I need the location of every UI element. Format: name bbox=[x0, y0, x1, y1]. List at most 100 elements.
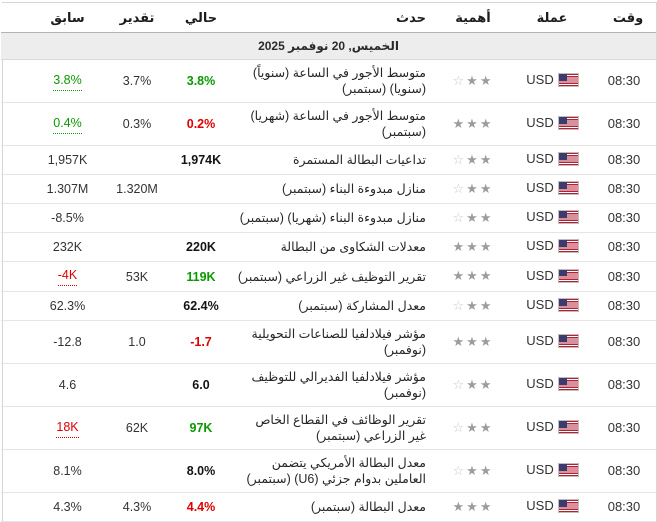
calendar-event-row[interactable]: 08:30 USD ★★★ معدلات الشكاوى من البطالة … bbox=[1, 232, 656, 262]
forecast-value-text: 53K bbox=[125, 269, 149, 284]
importance-stars: ★★☆ bbox=[452, 181, 494, 197]
star-empty-icon: ☆ bbox=[452, 181, 467, 197]
event-link[interactable]: متوسط الأجور في الساعة (سنوياً) (سنويا) … bbox=[252, 66, 426, 96]
calendar-event-row[interactable]: 08:30 USD ★★★ مؤشر فيلادلفيا للصناعات ال… bbox=[1, 320, 656, 364]
event-link[interactable]: معدل البطالة (سبتمبر) bbox=[310, 500, 426, 514]
currency-label: USD bbox=[526, 180, 554, 195]
star-filled-icon: ★ bbox=[479, 73, 494, 89]
forecast-value-text: 4.3% bbox=[122, 500, 152, 514]
star-filled-icon: ★ bbox=[466, 420, 480, 436]
previous-value: 4.3% bbox=[31, 492, 104, 522]
event-time: 08:30 bbox=[592, 232, 656, 262]
importance-cell: ★★☆ bbox=[434, 363, 512, 407]
us-flag-icon bbox=[557, 210, 579, 224]
star-filled-icon: ★ bbox=[466, 269, 480, 284]
previous-value-text: -4K bbox=[57, 267, 78, 286]
event-time: 08:30 bbox=[592, 102, 656, 146]
forecast-value: 1.0 bbox=[104, 320, 170, 364]
star-filled-icon: ★ bbox=[479, 239, 494, 255]
star-filled-icon: ★ bbox=[479, 181, 494, 197]
calendar-event-row[interactable]: 08:30 USD ★★☆ تداعيات البطالة المستمرة 1… bbox=[1, 145, 656, 175]
importance-stars: ★★☆ bbox=[453, 420, 494, 436]
event-link[interactable]: تقرير التوظيف غير الزراعي (سبتمبر) bbox=[237, 269, 426, 284]
us-flag-icon bbox=[557, 239, 579, 253]
forecast-value: 3.7% bbox=[104, 59, 170, 103]
forecast-value-text: 1.320M bbox=[116, 182, 158, 196]
previous-value: 8.1% bbox=[31, 449, 104, 493]
star-filled-icon: ★ bbox=[466, 298, 480, 314]
event-link[interactable]: معدل البطالة الأمريكي يتضمن العاملين بدو… bbox=[246, 456, 427, 486]
star-filled-icon: ★ bbox=[479, 499, 494, 515]
event-time: 08:30 bbox=[592, 59, 656, 103]
importance-stars: ★★★ bbox=[452, 499, 494, 515]
event-link[interactable]: مؤشر فيلادلفيا للصناعات التحويلية (نوفمب… bbox=[251, 327, 427, 357]
actual-value: 119K bbox=[170, 261, 232, 292]
event-cell: متوسط الأجور في الساعة (شهريا) (سبتمبر) bbox=[232, 102, 434, 146]
currency-label: USD bbox=[526, 498, 554, 513]
event-cell: متوسط الأجور في الساعة (سنوياً) (سنويا) … bbox=[232, 59, 434, 103]
event-link[interactable]: متوسط الأجور في الساعة (شهريا) (سبتمبر) bbox=[250, 109, 426, 139]
col-header-time: وقت bbox=[592, 3, 656, 33]
event-link[interactable]: مؤشر فيلادلفيا الفديرالي للتوظيف (نوفمبر… bbox=[251, 370, 426, 400]
star-filled-icon: ★ bbox=[479, 420, 494, 436]
previous-value-text: 0.4% bbox=[53, 115, 82, 134]
currency-cell: USD bbox=[512, 320, 592, 364]
calendar-event-row[interactable]: 08:30 USD ★★★ تقرير التوظيف غير الزراعي … bbox=[1, 261, 656, 292]
actual-value bbox=[170, 203, 232, 233]
star-filled-icon: ★ bbox=[452, 334, 467, 350]
star-filled-icon: ★ bbox=[479, 210, 494, 226]
event-time: 08:30 bbox=[592, 261, 656, 292]
spare-cell bbox=[1, 363, 31, 407]
us-flag-icon bbox=[557, 152, 579, 166]
previous-value-text: 62.3% bbox=[49, 299, 86, 313]
us-flag-icon bbox=[557, 499, 579, 513]
actual-value-text: 119K bbox=[186, 269, 216, 284]
event-link[interactable]: معدل المشاركة (سبتمبر) bbox=[298, 299, 426, 313]
event-link[interactable]: منازل مبدوءة البناء (سبتمبر) bbox=[281, 182, 426, 196]
previous-value: 0.4% bbox=[31, 102, 104, 146]
spare-cell bbox=[1, 59, 31, 103]
star-filled-icon: ★ bbox=[466, 499, 480, 515]
col-header-previous: سابق bbox=[31, 3, 104, 33]
us-flag-icon bbox=[557, 377, 579, 391]
currency-cell: USD bbox=[512, 59, 592, 103]
previous-value-text: 3.8% bbox=[53, 72, 82, 91]
currency-cell: USD bbox=[512, 203, 592, 233]
col-header-importance: أهمية bbox=[434, 3, 512, 33]
importance-cell: ★★☆ bbox=[434, 203, 512, 233]
col-header-currency: عملة bbox=[512, 3, 592, 33]
calendar-event-row[interactable]: 08:30 USD ★★☆ منازل مبدوءة البناء (شهريا… bbox=[1, 203, 656, 233]
actual-value-text: 6.0 bbox=[192, 378, 210, 392]
us-flag-icon bbox=[557, 268, 579, 283]
calendar-event-row[interactable]: 08:30 USD ★★☆ معدل المشاركة (سبتمبر) 62.… bbox=[1, 291, 656, 321]
spare-cell bbox=[1, 145, 31, 175]
event-link[interactable]: تقرير الوظائف في القطاع الخاص غير الزراع… bbox=[255, 413, 426, 443]
currency-label: USD bbox=[526, 115, 554, 130]
calendar-event-row[interactable]: 08:30 USD ★★☆ مؤشر فيلادلفيا الفديرالي ل… bbox=[1, 363, 656, 407]
actual-value: 220K bbox=[170, 232, 232, 262]
event-link[interactable]: منازل مبدوءة البناء (شهريا) (سبتمبر) bbox=[239, 211, 426, 225]
actual-value-text: 1,974K bbox=[180, 153, 222, 167]
calendar-event-row[interactable]: 08:30 USD ★★☆ معدل البطالة الأمريكي يتضم… bbox=[1, 449, 656, 493]
calendar-event-row[interactable]: 08:30 USD ★★★ متوسط الأجور في الساعة (شه… bbox=[1, 102, 656, 146]
previous-value-text: -8.5% bbox=[51, 211, 84, 225]
spare-cell bbox=[1, 492, 31, 522]
previous-value: -12.8 bbox=[31, 320, 104, 364]
calendar-event-row[interactable]: 08:30 USD ★★☆ تقرير الوظائف في القطاع ال… bbox=[1, 406, 656, 450]
event-time: 08:30 bbox=[592, 174, 656, 204]
forecast-value: 62K bbox=[104, 406, 170, 450]
calendar-event-row[interactable]: 08:30 USD ★★★ معدل البطالة (سبتمبر) 4.4%… bbox=[1, 492, 656, 522]
calendar-event-row[interactable]: 08:30 USD ★★☆ متوسط الأجور في الساعة (سن… bbox=[1, 59, 656, 103]
event-link[interactable]: معدلات الشكاوى من البطالة bbox=[280, 240, 426, 254]
actual-value: -1.7 bbox=[170, 320, 232, 364]
star-filled-icon: ★ bbox=[466, 181, 480, 197]
spare-cell bbox=[1, 320, 31, 364]
spare-cell bbox=[1, 102, 31, 146]
calendar-event-row[interactable]: 08:30 USD ★★☆ منازل مبدوءة البناء (سبتمب… bbox=[1, 174, 656, 204]
star-empty-icon: ☆ bbox=[452, 152, 467, 168]
star-filled-icon: ★ bbox=[452, 499, 467, 515]
previous-value: -8.5% bbox=[31, 203, 104, 233]
importance-cell: ★★☆ bbox=[434, 59, 512, 103]
actual-value: 0.2% bbox=[170, 102, 232, 146]
event-link[interactable]: تداعيات البطالة المستمرة bbox=[293, 153, 426, 167]
